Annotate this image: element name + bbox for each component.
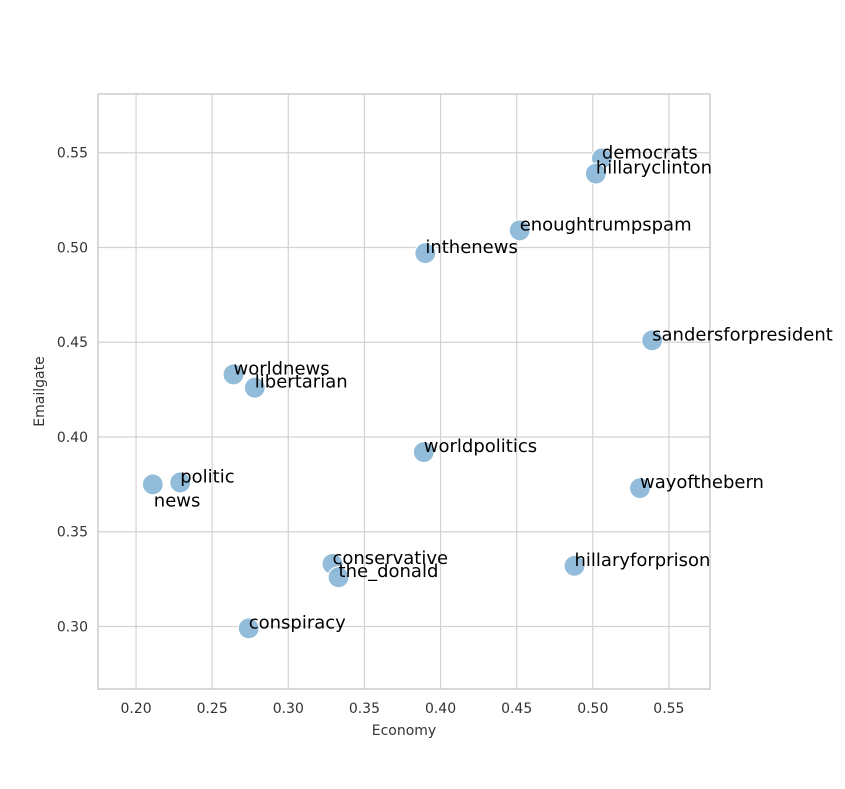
point-label: worldnews — [233, 358, 329, 379]
point-label: conspiracy — [249, 612, 346, 633]
point-label: news — [154, 490, 201, 511]
y-tick-label: 0.40 — [57, 430, 88, 446]
y-tick-label: 0.45 — [57, 335, 88, 351]
y-axis-label: Emailgate — [32, 356, 48, 426]
x-tick-label: 0.55 — [653, 701, 684, 717]
scatter-point — [169, 471, 192, 494]
scatter-point — [641, 329, 664, 352]
point-label: wayofthebern — [640, 472, 764, 493]
point-label: hillaryclinton — [596, 158, 712, 179]
scatter-point — [414, 242, 437, 265]
x-tick-label: 0.45 — [501, 701, 532, 717]
point-label: sandersforpresident — [652, 324, 833, 345]
x-tick-label: 0.40 — [425, 701, 456, 717]
scatter-point — [243, 376, 266, 399]
scatter-point — [563, 554, 586, 577]
scatter-point — [327, 566, 350, 589]
x-tick-label: 0.50 — [577, 701, 608, 717]
y-tick-label: 0.55 — [57, 146, 88, 162]
x-tick-label: 0.20 — [120, 701, 151, 717]
point-label: inthenews — [425, 237, 518, 258]
point-label: democrats — [602, 142, 698, 163]
point-label: conservative — [332, 548, 448, 569]
scatter-point — [508, 219, 531, 242]
point-label: worldpolitics — [424, 436, 537, 457]
scatter-point — [628, 477, 652, 500]
scatter-point — [412, 441, 435, 464]
x-tick-label: 0.30 — [273, 701, 304, 717]
scatter-point — [584, 162, 607, 185]
y-tick-label: 0.35 — [57, 525, 88, 541]
plot-frame — [97, 93, 711, 690]
x-tick-label: 0.35 — [349, 701, 380, 717]
y-tick-label: 0.30 — [57, 619, 88, 635]
scatter-point — [141, 473, 164, 496]
x-axis-label: Economy — [372, 723, 436, 739]
data-points — [141, 147, 664, 640]
x-tick-label: 0.25 — [197, 701, 228, 717]
point-label: the_donald — [339, 561, 439, 582]
point-label: hillaryforprison — [575, 550, 711, 571]
x-axis-ticks: 0.20 0.25 0.30 0.35 0.40 0.45 0.50 0.55 — [120, 701, 684, 717]
point-label: libertarian — [255, 372, 348, 393]
scatter-point — [222, 363, 245, 386]
point-label: politic — [180, 466, 234, 487]
y-axis-ticks: 0.30 0.35 0.40 0.45 0.50 0.55 — [57, 146, 88, 636]
grid — [98, 94, 710, 689]
point-label: enoughtrumpspam — [520, 214, 692, 235]
scatter-point — [237, 617, 260, 640]
y-tick-label: 0.50 — [57, 240, 88, 256]
